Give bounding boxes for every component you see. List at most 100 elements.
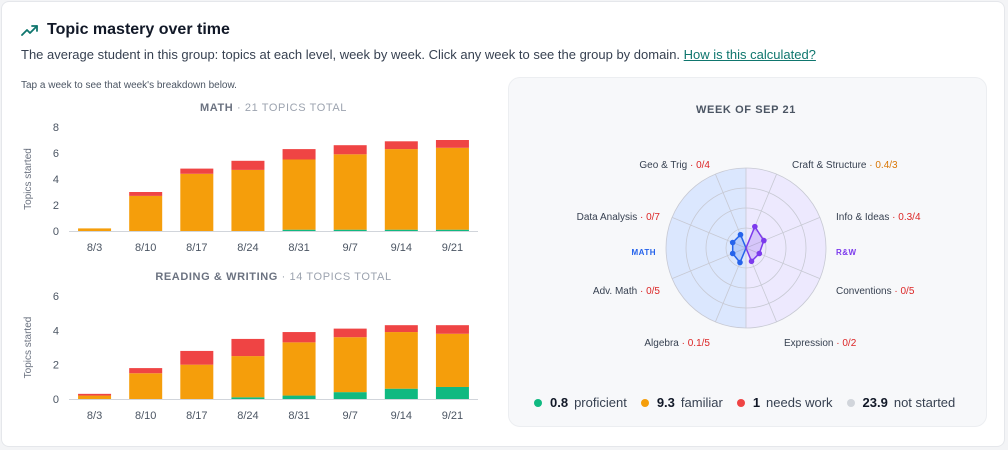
y-tick-label: 4 — [53, 325, 59, 337]
bar-segment-familiar — [180, 173, 214, 231]
domain-score: · 0/7 — [637, 212, 660, 223]
bar-segment-proficient — [384, 229, 418, 231]
y-tick-label: 0 — [53, 394, 59, 406]
legend-dot — [640, 398, 649, 407]
radar-point — [729, 239, 736, 246]
week-bar-9-14[interactable] — [384, 325, 418, 399]
how-calculated-link[interactable]: How is this calculated? — [683, 47, 816, 62]
bar-segment-needs-work — [231, 160, 265, 170]
domain-name: Craft & Structure — [792, 160, 867, 171]
radar-point — [748, 258, 755, 265]
bar-segment-needs-work — [129, 192, 163, 196]
chart-title-text: READING & WRITING — [155, 271, 278, 283]
bar-segment-needs-work — [435, 140, 469, 148]
radar-chart: WEEK OF SEP 21 Craft & Structure · 0.4/3 I… — [577, 104, 921, 349]
week-bar-8-17[interactable] — [180, 350, 214, 399]
domain-score: · 0/5 — [637, 286, 660, 297]
group-label-math: MATH — [631, 248, 656, 257]
bar-segment-proficient — [282, 229, 316, 231]
bar-segment-familiar — [282, 342, 316, 396]
trending-up-icon — [21, 25, 38, 36]
domain-name: Data Analysis — [577, 212, 638, 223]
y-tick-label: 2 — [53, 200, 59, 212]
week-bar-9-7[interactable] — [333, 328, 367, 399]
bar-segment-familiar — [78, 395, 112, 399]
radar-point — [737, 231, 744, 238]
legend-dot — [846, 398, 855, 407]
page-title: Topic mastery over time — [47, 21, 230, 38]
x-tick-label: 8/31 — [288, 410, 309, 422]
bar-segment-needs-work — [129, 368, 163, 374]
week-bar-8-10[interactable] — [129, 368, 163, 399]
x-tick-label: 9/7 — [343, 242, 358, 254]
x-tick-label: 9/7 — [343, 410, 358, 422]
chart-subtitle-text: · 21 TOPICS TOTAL — [233, 102, 347, 114]
week-bar-8-17[interactable] — [180, 168, 214, 231]
y-tick-label: 8 — [53, 122, 59, 134]
bar-segment-familiar — [435, 147, 469, 230]
bar-segment-needs-work — [282, 149, 316, 160]
domain-score: · 0.3/4 — [889, 212, 921, 223]
week-bar-9-21[interactable] — [435, 140, 469, 231]
bar-segment-proficient — [282, 395, 316, 399]
bar-segment-needs-work — [333, 328, 367, 338]
radar-point — [756, 250, 763, 257]
domain-name: Info & Ideas — [836, 212, 889, 223]
domain-label: Expression · 0/2 — [784, 338, 857, 349]
week-bar-8-24[interactable] — [231, 338, 265, 399]
x-tick-label: 9/14 — [391, 242, 412, 254]
chart-title: READING & WRITING · 14 TOPICS TOTAL — [155, 271, 391, 283]
y-axis-label: Topics started — [23, 317, 34, 379]
bar-segment-familiar — [78, 228, 112, 231]
bar-segment-needs-work — [78, 393, 112, 396]
week-bar-9-21[interactable] — [435, 325, 469, 399]
tap-hint: Tap a week to see that week's breakdown … — [21, 80, 237, 91]
x-tick-label: 8/17 — [186, 410, 207, 422]
chart-title-text: MATH — [200, 102, 233, 114]
legend-dot — [534, 398, 542, 407]
bar-segment-proficient — [435, 229, 469, 231]
header: Topic mastery over time — [21, 21, 230, 39]
bar-segment-needs-work — [282, 332, 316, 343]
y-tick-label: 0 — [53, 226, 59, 238]
legend-value: 9.3 — [656, 395, 675, 410]
domain-score: · 0.4/3 — [866, 160, 898, 171]
week-bar-8-31[interactable] — [282, 149, 316, 231]
domain-score: · 0.1/5 — [679, 338, 711, 349]
domain-label: Craft & Structure · 0.4/3 — [792, 160, 898, 171]
week-bar-9-7[interactable] — [333, 145, 367, 231]
group-label-rw: R&W — [836, 248, 857, 257]
legend-label: needs work — [766, 395, 833, 410]
week-bar-8-3[interactable] — [78, 228, 112, 231]
bar-segment-familiar — [435, 333, 469, 387]
bar-segment-needs-work — [180, 350, 214, 365]
week-bar-8-10[interactable] — [129, 192, 163, 231]
week-bar-8-24[interactable] — [231, 160, 265, 231]
legend-not-started: 23.9 not started — [846, 395, 955, 410]
legend-value: 23.9 — [862, 395, 888, 410]
domain-label: Info & Ideas · 0.3/4 — [836, 212, 921, 223]
bar-segment-proficient — [231, 397, 265, 399]
week-bar-8-31[interactable] — [282, 332, 316, 399]
bar-segment-familiar — [129, 373, 163, 399]
x-tick-label: 8/31 — [288, 242, 309, 254]
y-axis-label: Topics started — [23, 148, 34, 210]
week-bar-9-14[interactable] — [384, 141, 418, 231]
x-tick-label: 8/3 — [87, 410, 102, 422]
chart-subtitle-text: · 14 TOPICS TOTAL — [278, 271, 392, 283]
domain-name: Expression — [784, 338, 833, 349]
domain-name: Algebra — [644, 338, 679, 349]
legend: 0.8 proficient 9.3 familiar 1 needs work… — [534, 395, 969, 410]
domain-name: Conventions — [836, 286, 892, 297]
legend-needs-work: 1 needs work — [736, 395, 833, 410]
legend-dot — [736, 398, 745, 407]
bar-segment-familiar — [231, 356, 265, 398]
legend-familiar: 9.3 familiar — [640, 395, 723, 410]
x-tick-label: 9/14 — [391, 410, 412, 422]
radar-title: WEEK OF SEP 21 — [696, 104, 796, 116]
domain-score: · 0/4 — [687, 160, 710, 171]
x-tick-label: 8/24 — [237, 242, 258, 254]
radar-spoke — [745, 217, 821, 249]
week-bar-8-3[interactable] — [78, 393, 112, 399]
domain-label: Adv. Math · 0/5 — [593, 286, 661, 297]
